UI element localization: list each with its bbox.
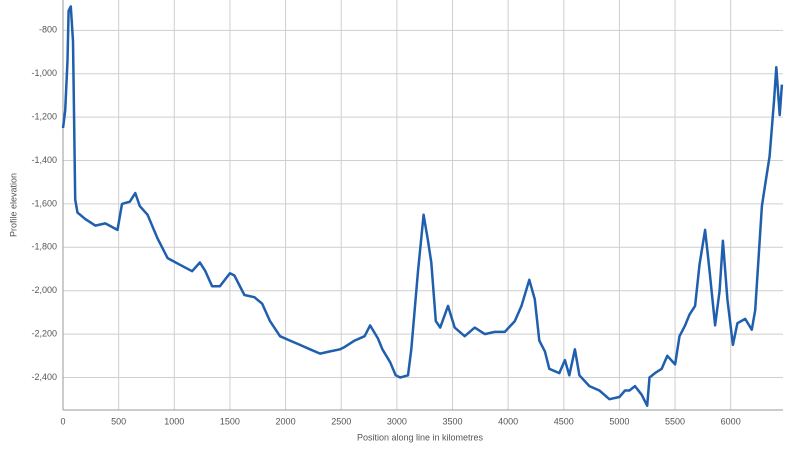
x-axis-label: Position along line in kilometres (357, 432, 484, 442)
x-tick-label: 5000 (609, 416, 629, 426)
line-series (61, 5, 784, 407)
x-tick-label: 2000 (276, 416, 296, 426)
y-tick-label: -2,200 (31, 328, 57, 338)
x-tick-label: 5500 (665, 416, 685, 426)
y-tick-label: -2,400 (31, 372, 57, 382)
x-tick-label: 500 (111, 416, 126, 426)
x-tick-label: 1000 (164, 416, 184, 426)
x-tick-label: 1500 (220, 416, 240, 426)
y-tick-label: -1,600 (31, 198, 57, 208)
y-tick-label: -800 (39, 25, 57, 35)
x-tick-label: 2500 (331, 416, 351, 426)
x-tick-label: 4500 (554, 416, 574, 426)
y-tick-label: -1,200 (31, 112, 57, 122)
x-tick-label: 3000 (387, 416, 407, 426)
x-tick-label: 0 (60, 416, 65, 426)
x-tick-label: 4000 (498, 416, 518, 426)
y-tick-label: -2,000 (31, 285, 57, 295)
x-tick-label: 3500 (442, 416, 462, 426)
y-tick-label: -1,800 (31, 242, 57, 252)
y-tick-label: -1,000 (31, 68, 57, 78)
y-axis-label: Profile elevation (8, 173, 18, 237)
y-tick-label: -1,400 (31, 155, 57, 165)
x-tick-label: 6000 (721, 416, 741, 426)
